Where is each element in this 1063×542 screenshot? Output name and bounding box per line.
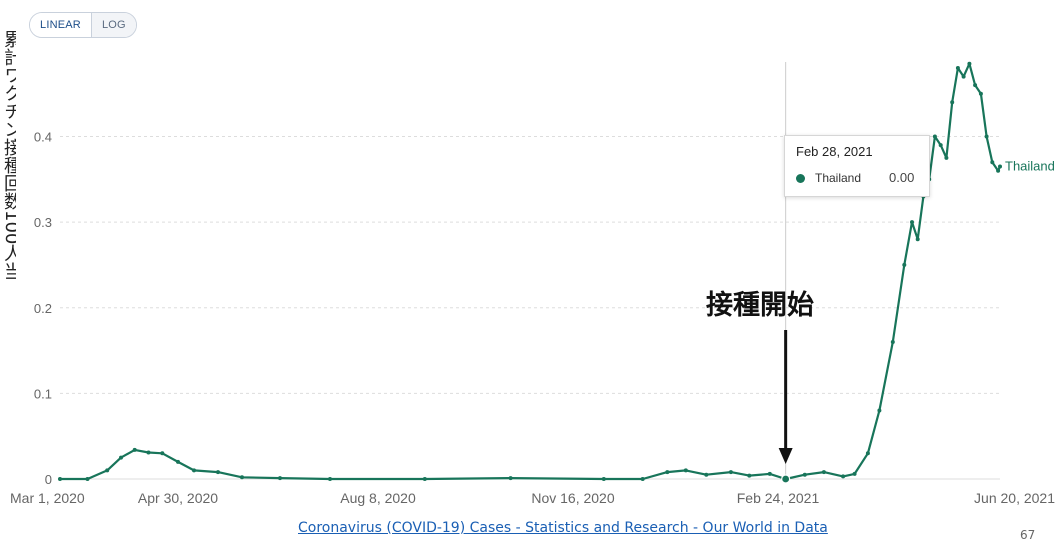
data-point [640, 477, 645, 481]
data-point [932, 134, 937, 139]
annotation-arrow [778, 330, 793, 464]
y-tick-label: 0.3 [34, 215, 52, 230]
data-point [998, 164, 1002, 169]
data-point [865, 451, 870, 456]
data-point [146, 450, 151, 455]
tooltip-date: Feb 28, 2021 [796, 144, 873, 159]
data-point [328, 477, 332, 481]
data-point [978, 91, 983, 96]
x-tick-labels: Mar 1, 2020 Apr 30, 2020 Aug 8, 2020 Nov 16… [10, 490, 1055, 506]
y-axis-side-label: 累計ワクチン接種回数100人当 [0, 30, 16, 440]
data-point [665, 470, 670, 475]
tooltip-series-name: Thailand [815, 171, 862, 185]
tooltip-value: 0.00 [889, 170, 915, 185]
x-tick-label: Mar 1, 2020 [10, 490, 85, 506]
page-number: 67 [1020, 528, 1036, 542]
data-point [852, 471, 857, 476]
y-tick-label: 0.4 [34, 130, 52, 145]
hover-point [781, 474, 791, 484]
log-scale-button[interactable]: LOG [91, 13, 136, 37]
data-point [704, 472, 709, 477]
data-point [950, 100, 955, 105]
data-point [176, 459, 180, 464]
x-tick-label: Apr 30, 2020 [138, 490, 218, 506]
data-point [996, 168, 1001, 173]
data-point [119, 455, 123, 460]
x-tick-label: Aug 8, 2020 [340, 490, 416, 506]
series-line-thailand [60, 62, 1002, 481]
data-point [216, 470, 220, 475]
data-point [105, 468, 110, 473]
data-point [767, 471, 772, 476]
data-point [821, 470, 826, 475]
y-tick-label: 0.1 [34, 386, 52, 401]
data-point [877, 408, 882, 413]
data-point [990, 160, 995, 165]
data-point [422, 477, 427, 481]
data-point [890, 340, 895, 344]
data-point [955, 66, 960, 70]
data-point [802, 472, 807, 477]
data-point [841, 474, 846, 479]
x-tick-label: Feb 24, 2021 [737, 490, 820, 506]
y-tick-label: 0 [45, 472, 52, 487]
linear-scale-button[interactable]: LINEAR [30, 13, 92, 37]
data-point [683, 468, 688, 473]
data-point [132, 447, 137, 452]
annotation-arrow-head [778, 448, 793, 464]
y-tick-label: 0.2 [34, 301, 52, 316]
data-point [915, 237, 920, 242]
tooltip-series-dot [796, 174, 805, 183]
data-point [747, 473, 752, 478]
data-point [58, 477, 62, 481]
y-axis-side-label-text: 累計ワクチン接種回数100人当 [1, 30, 16, 281]
data-point [278, 476, 282, 481]
x-tick-label: Jun 20, 2021 [974, 490, 1055, 506]
vaccination-start-annotation: 接種開始 [706, 290, 814, 321]
data-point [944, 155, 949, 160]
data-point [967, 61, 972, 66]
y-tick-labels: 0 0.1 0.2 0.3 0.4 [34, 130, 52, 488]
data-point [984, 134, 989, 139]
tooltip: Feb 28, 2021 Thailand 0.00 [784, 135, 930, 197]
data-point [192, 468, 196, 473]
data-point [938, 143, 943, 148]
source-link[interactable]: Coronavirus (COVID-19) Cases - Statistic… [298, 520, 828, 536]
data-point [973, 83, 978, 88]
data-point [240, 475, 244, 480]
series-end-label: Thailand [1005, 158, 1055, 173]
data-point [508, 476, 513, 481]
x-tick-label: Nov 16, 2020 [531, 490, 614, 506]
data-point [728, 470, 733, 475]
data-point [601, 477, 606, 481]
data-point [910, 220, 914, 225]
data-point [902, 262, 907, 267]
data-point [160, 451, 165, 456]
series-layer: Thailand [58, 61, 1055, 484]
data-point [85, 477, 90, 481]
data-point [961, 74, 966, 79]
scale-toggle: LINEAR LOG [29, 12, 137, 38]
